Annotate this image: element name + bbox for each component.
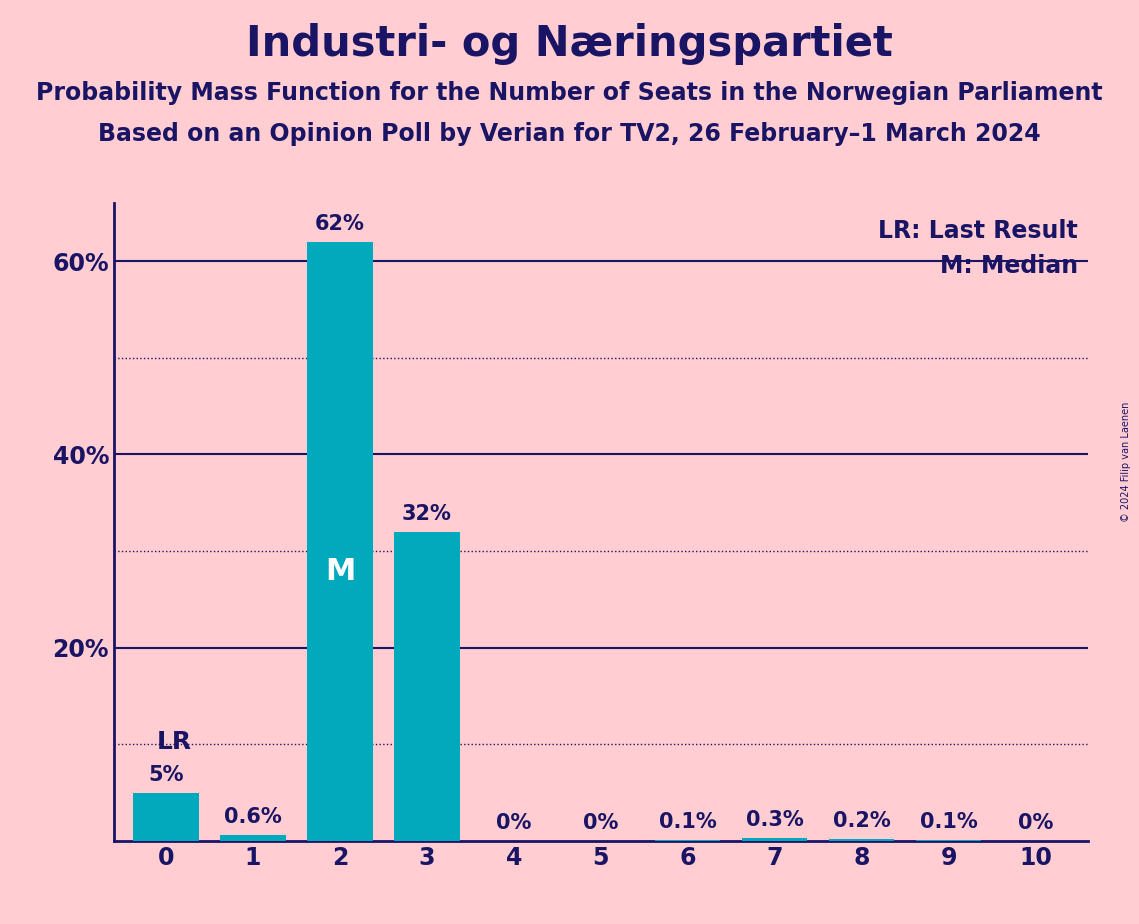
- Text: © 2024 Filip van Laenen: © 2024 Filip van Laenen: [1121, 402, 1131, 522]
- Text: Based on an Opinion Poll by Verian for TV2, 26 February–1 March 2024: Based on an Opinion Poll by Verian for T…: [98, 122, 1041, 146]
- Bar: [394, 531, 459, 841]
- Text: 0%: 0%: [583, 813, 618, 833]
- Bar: [308, 242, 372, 841]
- Text: 5%: 5%: [148, 765, 183, 784]
- Text: M: M: [325, 557, 355, 586]
- Text: 0.2%: 0.2%: [833, 811, 891, 832]
- Text: 0.1%: 0.1%: [920, 812, 977, 833]
- Bar: [221, 835, 286, 841]
- Text: 0.3%: 0.3%: [746, 810, 804, 831]
- Bar: [133, 793, 198, 841]
- Text: 32%: 32%: [402, 504, 452, 524]
- Text: 0%: 0%: [497, 813, 532, 833]
- Bar: [743, 838, 808, 841]
- Bar: [829, 839, 894, 841]
- Text: Industri- og Næringspartiet: Industri- og Næringspartiet: [246, 23, 893, 65]
- Bar: [655, 840, 720, 841]
- Text: LR: LR: [157, 730, 192, 754]
- Text: M: Median: M: Median: [940, 254, 1077, 278]
- Text: 0.1%: 0.1%: [658, 812, 716, 833]
- Text: 0.6%: 0.6%: [224, 808, 281, 827]
- Text: LR: Last Result: LR: Last Result: [878, 219, 1077, 243]
- Text: 0%: 0%: [1018, 813, 1054, 833]
- Text: Probability Mass Function for the Number of Seats in the Norwegian Parliament: Probability Mass Function for the Number…: [36, 81, 1103, 105]
- Text: 62%: 62%: [316, 214, 364, 234]
- Bar: [916, 840, 981, 841]
